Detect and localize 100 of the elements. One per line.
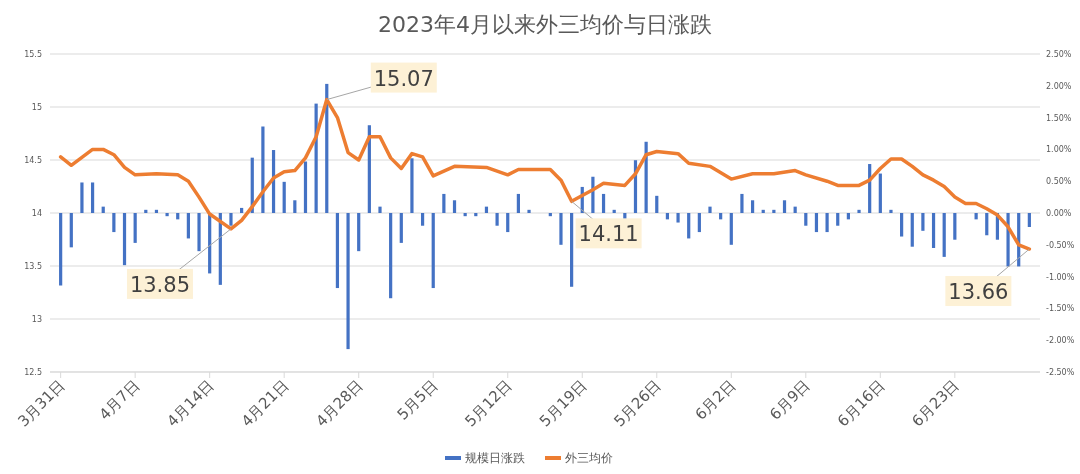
bar: [186, 213, 190, 239]
x-tick-label: 5月26日: [610, 376, 665, 431]
y2-tick-label: 2.50%: [1046, 50, 1072, 59]
x-tick-label: 6月23日: [908, 376, 963, 431]
bar: [240, 207, 244, 213]
bar: [889, 209, 893, 213]
bar: [197, 213, 201, 252]
bar: [697, 213, 701, 233]
x-tick-label: 6月16日: [833, 376, 889, 431]
bar: [122, 213, 127, 266]
y2-tick-label: -2.50%: [1046, 368, 1075, 377]
bar: [335, 213, 340, 289]
bar: [921, 213, 925, 231]
bar: [804, 213, 808, 226]
bar: [974, 213, 978, 220]
bar: [750, 200, 755, 213]
bar: [676, 213, 680, 223]
y-tick-label: 14.5: [24, 156, 42, 165]
bar: [410, 158, 414, 213]
y2-tick-label: -2.00%: [1046, 336, 1075, 346]
annotation: 14.11: [578, 222, 639, 247]
bar: [729, 213, 733, 245]
bar: [442, 193, 446, 213]
bar: [772, 209, 776, 213]
y-tick-label: 15.5: [24, 50, 42, 59]
x-tick-label: 5月5日: [393, 376, 442, 424]
bar: [165, 213, 169, 217]
y2-tick-label: -1.00%: [1046, 272, 1075, 282]
y2-tick-label: 1.00%: [1046, 145, 1072, 155]
bar: [59, 213, 63, 286]
bar: [953, 213, 957, 240]
bar: [761, 209, 765, 213]
bar: [452, 200, 457, 213]
bar: [655, 195, 659, 213]
bar: [282, 181, 286, 213]
legend-label: 规模日涨跌: [465, 451, 525, 465]
annotation: 13.66: [948, 280, 1009, 305]
bar: [90, 182, 95, 213]
y2-tick-label: 1.50%: [1046, 113, 1072, 123]
x-tick-label: 5月12日: [461, 376, 516, 431]
x-tick-label: 5月19日: [535, 376, 591, 431]
bar: [878, 173, 882, 213]
y2-tick-label: 2.00%: [1046, 81, 1072, 91]
annotation: 13.85: [126, 228, 232, 299]
bar: [389, 213, 393, 299]
x-tick-label: 4月14日: [163, 376, 218, 431]
bar: [399, 213, 403, 243]
bar: [708, 206, 712, 213]
x-tick-label: 4月28日: [312, 376, 367, 431]
annotation: 13.66: [945, 248, 1030, 307]
bar: [101, 206, 105, 213]
bar: [463, 213, 467, 217]
bar: [782, 200, 787, 213]
bar: [857, 209, 861, 213]
bar: [484, 206, 489, 213]
bar: [814, 213, 819, 233]
x-tick-label: 4月7日: [95, 376, 143, 424]
y-tick-label: 14: [31, 209, 42, 218]
bar: [144, 209, 148, 213]
bar: [495, 213, 499, 226]
annotation: 13.85: [129, 272, 191, 297]
bar: [687, 213, 691, 239]
bar: [612, 209, 616, 213]
bar: [112, 213, 116, 233]
y2-tick-label: -0.50%: [1046, 240, 1075, 250]
bar: [719, 213, 723, 220]
x-tick-label: 3月31日: [14, 376, 69, 431]
chart-title: 2023年4月以来外三均价与日涨跌: [378, 12, 712, 37]
bar: [474, 213, 478, 217]
bar: [346, 213, 350, 350]
bar: [665, 213, 670, 220]
bar: [303, 161, 308, 213]
bar: [378, 206, 382, 213]
x-tick-label: 4月21日: [237, 376, 293, 431]
bar: [570, 213, 574, 287]
x-tick-label: 6月9日: [766, 376, 814, 424]
y-tick-label: 13: [31, 315, 42, 324]
bar: [133, 213, 137, 243]
y-tick-label: 13.5: [24, 262, 42, 271]
bar: [985, 213, 989, 236]
bar: [548, 213, 552, 217]
bar: [261, 126, 265, 213]
x-tick-label: 6月2日: [691, 376, 740, 424]
bar: [825, 213, 829, 233]
bar: [154, 209, 159, 213]
bar: [900, 213, 904, 237]
bar: [846, 213, 850, 220]
bar: [942, 213, 946, 257]
bar: [516, 193, 520, 213]
bar: [1027, 213, 1031, 227]
y-tick-label: 12.5: [24, 368, 42, 377]
bar: [80, 182, 84, 213]
annotation: 15.07: [326, 62, 437, 101]
legend-label: 外三均价: [565, 451, 613, 465]
bar: [793, 206, 797, 213]
y2-tick-label: 0.50%: [1046, 177, 1072, 187]
bar: [601, 193, 606, 213]
bar: [176, 213, 180, 220]
bar: [559, 213, 563, 245]
annotation: 15.07: [373, 66, 434, 91]
